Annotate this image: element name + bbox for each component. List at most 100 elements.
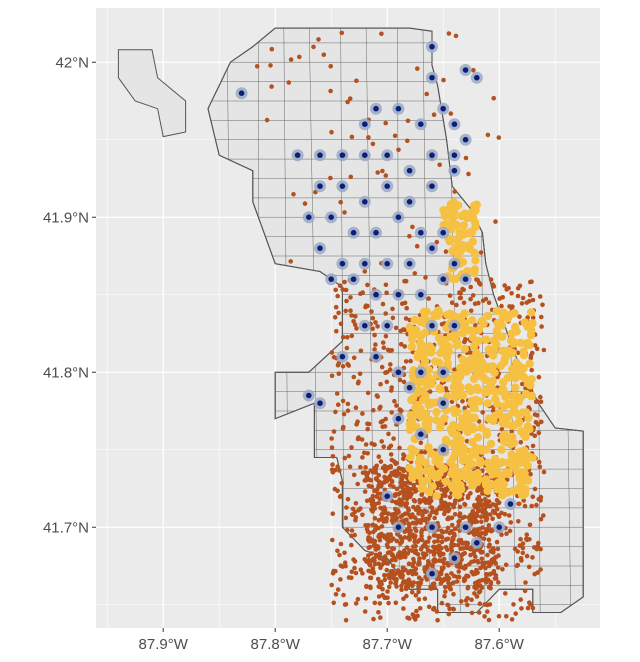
orange-point [388, 362, 393, 367]
blue-point [406, 167, 413, 174]
orange-point [399, 408, 404, 414]
orange-point [402, 278, 407, 284]
orange-point [456, 569, 462, 574]
orange-point [434, 508, 440, 513]
x-tick-label: 87.6°W [475, 636, 525, 653]
orange-point [337, 283, 343, 289]
orange-point [475, 507, 481, 512]
orange-point [370, 141, 376, 147]
orange-point [389, 348, 395, 353]
yellow-point [458, 391, 468, 400]
orange-point [496, 135, 502, 140]
blue-point [440, 400, 447, 407]
orange-point [383, 557, 388, 562]
orange-point [349, 528, 355, 533]
orange-point [254, 64, 260, 69]
orange-point [442, 576, 447, 582]
blue-point [328, 276, 335, 283]
orange-point [511, 602, 516, 607]
orange-point [416, 575, 422, 580]
orange-point [410, 563, 416, 569]
orange-point [457, 295, 463, 301]
yellow-point [411, 326, 421, 335]
orange-point [468, 296, 473, 302]
y-tick-label: 41.8°N [43, 364, 89, 381]
orange-point [372, 516, 378, 521]
yellow-point [481, 364, 491, 374]
yellow-point [490, 368, 499, 377]
orange-point [367, 561, 372, 567]
orange-point [507, 528, 513, 534]
orange-point [414, 608, 419, 614]
orange-point [328, 88, 333, 94]
yellow-point [419, 307, 429, 317]
yellow-point [468, 333, 478, 342]
orange-point [530, 443, 536, 449]
orange-point [449, 515, 455, 521]
orange-point [343, 602, 349, 607]
blue-points-layer [235, 40, 517, 580]
orange-point [397, 534, 403, 539]
orange-point [537, 464, 543, 470]
orange-point [350, 506, 356, 512]
orange-point [486, 617, 492, 623]
yellow-point [502, 467, 511, 476]
orange-point [383, 282, 389, 288]
yellow-point [523, 476, 533, 485]
orange-point [407, 233, 412, 239]
blue-point [429, 74, 435, 81]
orange-point [426, 604, 432, 610]
orange-point [406, 521, 411, 526]
orange-point [342, 560, 348, 565]
orange-point [269, 84, 274, 89]
orange-point [419, 533, 424, 539]
orange-point [345, 401, 351, 407]
yellow-point [414, 386, 423, 395]
orange-point [427, 389, 433, 394]
orange-point [449, 300, 455, 306]
orange-point [347, 464, 353, 470]
orange-point [373, 342, 378, 347]
orange-point [493, 219, 498, 224]
orange-point [379, 524, 385, 529]
orange-point [366, 523, 371, 528]
orange-point [288, 259, 294, 264]
orange-point [360, 512, 365, 518]
yellow-point [476, 456, 485, 466]
yellow-point [464, 383, 473, 392]
orange-point [530, 555, 535, 560]
orange-point [343, 617, 349, 623]
orange-point [402, 579, 408, 584]
orange-point [390, 315, 396, 321]
orange-point [397, 471, 402, 477]
orange-point [365, 282, 370, 288]
yellow-point [436, 348, 445, 358]
orange-point [379, 364, 385, 370]
orange-point [494, 506, 500, 512]
x-tick-label: 87.7°W [363, 636, 413, 653]
yellow-point [518, 371, 527, 380]
orange-point [437, 162, 443, 168]
yellow-point [467, 227, 477, 237]
orange-point [329, 445, 335, 450]
orange-point [391, 436, 396, 441]
blue-point [339, 183, 346, 189]
orange-point [534, 502, 539, 508]
orange-point [446, 580, 451, 586]
orange-point [384, 379, 390, 385]
orange-point [379, 512, 384, 518]
yellow-point [413, 349, 423, 359]
orange-point [349, 445, 354, 450]
orange-point [360, 571, 365, 576]
orange-point [352, 565, 357, 571]
orange-point [491, 95, 497, 101]
x-axis-ticks: 87.9°W 87.8°W 87.7°W 87.6°W [139, 628, 525, 653]
orange-point [528, 355, 534, 361]
orange-point [423, 275, 428, 280]
blue-point [429, 152, 435, 158]
y-tick-label: 41.7°N [43, 519, 89, 536]
orange-point [421, 509, 427, 514]
orange-point [338, 321, 344, 327]
yellow-point [521, 455, 530, 464]
yellow-point [515, 474, 524, 484]
